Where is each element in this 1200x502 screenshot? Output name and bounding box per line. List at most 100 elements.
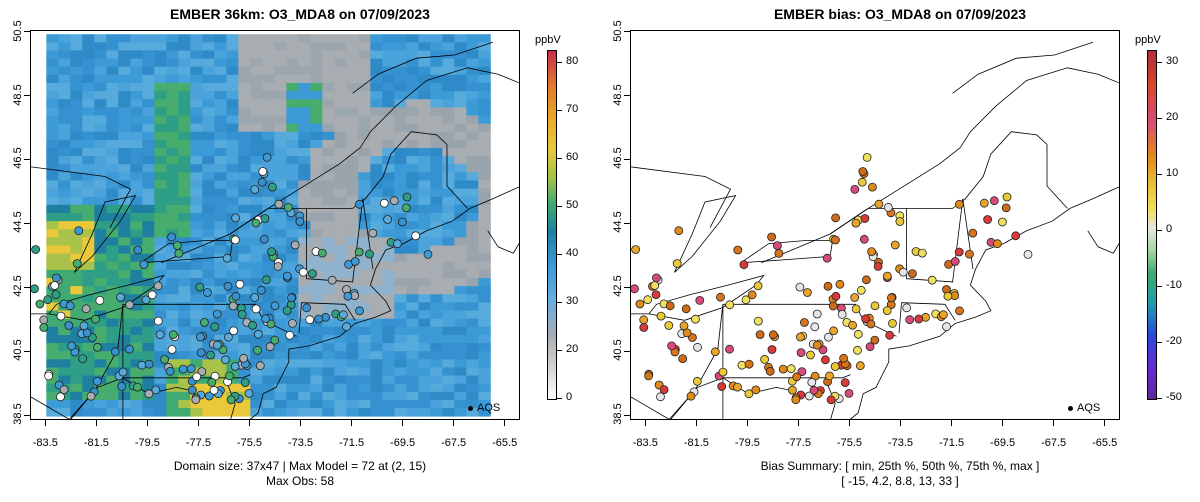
- x-tick-mark: [797, 420, 799, 426]
- y-tick-mark: [24, 222, 30, 224]
- colorbar-tick-label: 20: [566, 343, 579, 355]
- aqs-site-marker: [191, 395, 201, 405]
- aqs-site-marker: [199, 318, 209, 327]
- bias-site-marker: [809, 385, 819, 395]
- lake-ontario: [740, 240, 834, 264]
- colorbar-tick: [557, 110, 562, 111]
- nova-scotia-coast: [1087, 230, 1119, 254]
- y-tick-mark: [24, 414, 30, 416]
- bias-map: [630, 30, 1120, 420]
- aqs-site-marker: [86, 391, 96, 401]
- aqs-site-marker: [178, 364, 188, 374]
- bias-site-marker: [747, 290, 757, 300]
- bias-site-marker: [943, 291, 953, 301]
- x-tick-mark: [951, 420, 953, 426]
- north-shore-coast: [352, 41, 494, 94]
- bias-site-marker: [979, 198, 989, 208]
- aqs-site-marker: [59, 385, 69, 395]
- bias-site-marker: [839, 353, 849, 363]
- aqs-site-marker: [225, 371, 234, 381]
- colorbar-tick-label: -50: [1166, 391, 1182, 403]
- aqs-site-marker: [273, 261, 283, 271]
- colorbar-tick-label: 60: [566, 151, 579, 163]
- bias-site-marker: [837, 309, 847, 319]
- bias-site-marker: [890, 240, 900, 250]
- aqs-site-marker: [266, 319, 276, 329]
- bias-site-marker: [733, 382, 742, 392]
- bias-site-marker: [760, 354, 770, 364]
- y-tick-mark: [24, 350, 30, 352]
- x-tick-label: -83.5: [32, 437, 58, 449]
- x-tick-mark: [1002, 420, 1004, 426]
- bias-site-marker: [882, 306, 892, 316]
- bias-site-marker: [741, 295, 751, 305]
- bias-site-marker: [631, 245, 640, 254]
- x-tick-label: -73.5: [287, 437, 314, 449]
- aqs-site-marker: [91, 314, 100, 324]
- y-tick-label: 46.5: [12, 147, 24, 170]
- x-tick-label: -71.5: [339, 437, 365, 449]
- bias-site-marker: [874, 199, 884, 209]
- colorbar-unit: ppbV: [535, 34, 561, 46]
- bias-site-marker: [667, 341, 676, 351]
- aqs-site-marker: [65, 301, 75, 311]
- bias-site-marker: [905, 315, 915, 325]
- aqs-site-marker: [253, 345, 262, 355]
- state-border: [901, 302, 956, 321]
- footer-domain-info: Domain size: 37x47 | Max Model = 72 at (…: [173, 459, 427, 473]
- aqs-site-marker: [285, 330, 295, 340]
- bias-site-marker: [927, 275, 937, 285]
- aqs-site-marker: [144, 389, 154, 399]
- bias-site-marker: [795, 332, 805, 342]
- aqs-site-marker: [261, 275, 271, 285]
- bias-map-panel: EMBER bias: O3_MDA8 on 07/09/2023 ppbV 3…: [600, 0, 1200, 502]
- bias-site-marker: [744, 389, 754, 399]
- x-tick-label: -75.5: [836, 437, 862, 449]
- bias-site-marker: [820, 355, 830, 365]
- bias-site-marker: [717, 382, 727, 391]
- x-tick-mark: [746, 420, 748, 426]
- aqs-site-marker: [401, 203, 411, 213]
- bias-site-marker: [767, 345, 777, 354]
- y-tick-label: 40.5: [12, 339, 24, 361]
- x-tick-mark: [95, 420, 97, 426]
- colorbar-tick-label: 30: [1166, 55, 1179, 67]
- footer-bias-summary-header: Bias Summary: [ min, 25th %, 50th %, 75t…: [760, 459, 1040, 473]
- bias-site-marker: [678, 354, 688, 364]
- aqs-site-marker: [144, 359, 154, 369]
- bias-site-marker: [883, 202, 893, 212]
- bias-site-marker: [873, 261, 883, 271]
- chesapeake-bay: [827, 384, 836, 419]
- aqs-site-marker: [51, 273, 61, 283]
- model-map: [30, 30, 520, 420]
- footer-bias-summary-values: [ -15, 4.2, 8.8, 13, 33 ]: [841, 474, 959, 488]
- aqs-site-marker: [389, 196, 399, 206]
- bias-site-marker: [739, 260, 749, 270]
- aqs-site-marker: [258, 167, 268, 176]
- x-tick-label: -69.5: [990, 437, 1016, 449]
- colorbar-tick-label: 70: [566, 103, 579, 115]
- bias-site-marker: [681, 304, 691, 314]
- aqs-site-marker: [314, 314, 324, 324]
- bias-site-marker: [917, 248, 927, 258]
- bias-site-marker: [831, 213, 841, 223]
- bias-site-marker: [644, 371, 654, 381]
- bias-site-marker: [802, 288, 812, 297]
- aqs-site-marker: [195, 282, 205, 292]
- bias-site-marker: [855, 361, 865, 371]
- aqs-site-marker: [240, 378, 250, 388]
- aqs-site-marker: [39, 323, 49, 332]
- map-outlines: [631, 41, 1119, 419]
- bias-site-marker: [643, 295, 653, 305]
- aqs-site-marker: [250, 293, 260, 302]
- bias-site-marker: [870, 301, 880, 311]
- aqs-site-marker: [383, 215, 393, 224]
- bias-site-marker: [810, 322, 820, 332]
- bias-site-marker: [997, 217, 1007, 227]
- x-tick-label: -81.5: [83, 437, 109, 449]
- bias-site-marker: [853, 329, 863, 339]
- bias-site-marker: [792, 372, 802, 382]
- aqs-site-marker: [187, 385, 197, 395]
- bias-site-marker: [639, 323, 649, 332]
- aqs-site-marker: [167, 232, 177, 242]
